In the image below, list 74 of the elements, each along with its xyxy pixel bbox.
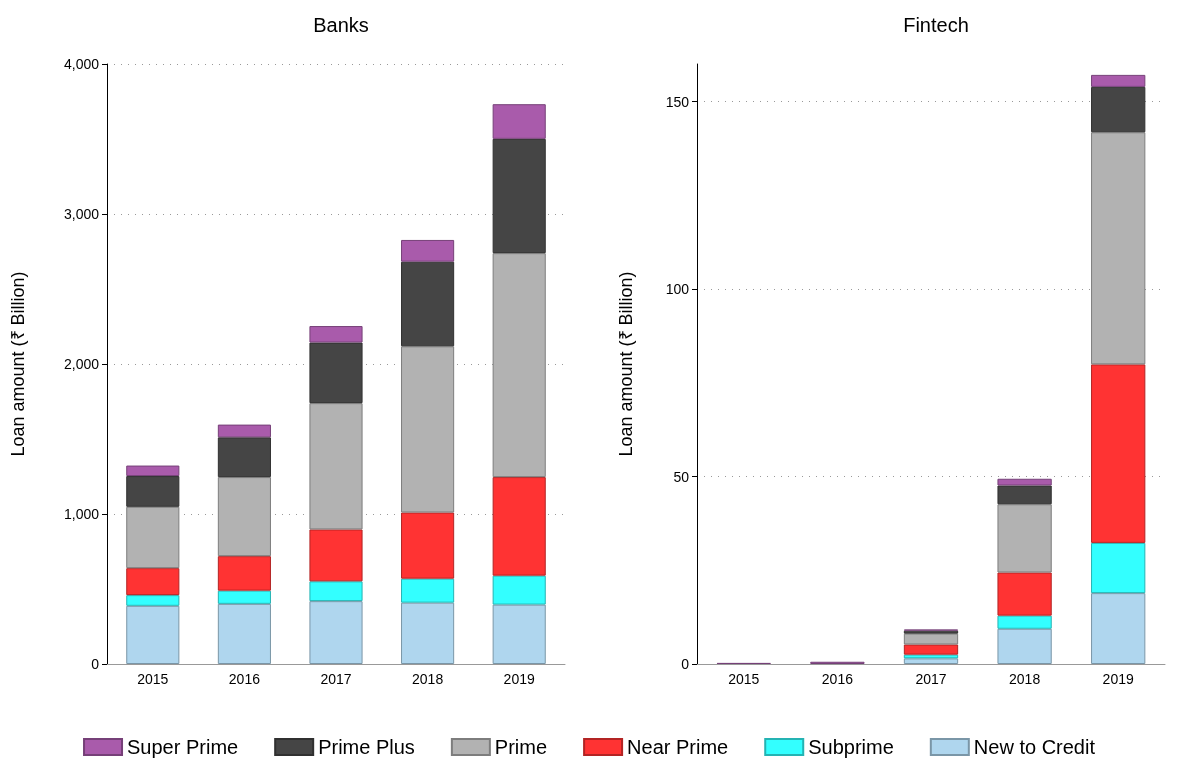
bar xyxy=(903,644,959,655)
chart-title: Banks xyxy=(313,14,369,36)
bar xyxy=(309,326,363,343)
y-tick-label: 1,000 xyxy=(63,506,100,522)
y-tick-label: 50 xyxy=(673,468,690,485)
y-tick-label: 4,000 xyxy=(63,56,100,72)
legend-label: Prime Plus xyxy=(318,736,415,758)
bar xyxy=(997,504,1052,573)
y-tick-label: 100 xyxy=(665,281,690,297)
bar xyxy=(309,403,363,530)
bar xyxy=(126,605,180,664)
bar xyxy=(1091,74,1146,87)
bar xyxy=(997,628,1052,664)
bar xyxy=(997,572,1052,616)
legend-label: Subprime xyxy=(808,736,894,758)
bar xyxy=(492,604,546,664)
bar xyxy=(401,602,455,664)
bar xyxy=(997,615,1052,629)
bar xyxy=(903,633,959,645)
y-tick-label: 3,000 xyxy=(63,206,100,222)
legend-label: New to Credit xyxy=(973,736,1096,758)
bar xyxy=(1091,132,1146,365)
bar xyxy=(126,595,180,606)
bar xyxy=(126,476,180,507)
y-tick-label: 0 xyxy=(91,656,100,672)
bar xyxy=(401,578,455,603)
bar xyxy=(126,568,180,596)
bar xyxy=(217,556,271,591)
bar xyxy=(309,342,363,404)
y-tick-label: 0 xyxy=(681,656,690,672)
y-axis-title: Loan amount (₹ Billion) xyxy=(616,271,636,457)
bar xyxy=(126,465,180,477)
bar xyxy=(1091,593,1146,664)
bar xyxy=(401,261,455,347)
bar xyxy=(903,654,959,659)
x-tick-label: 2017 xyxy=(320,671,352,687)
bar xyxy=(217,603,271,664)
bar xyxy=(492,253,546,478)
bar xyxy=(492,477,546,576)
x-tick-label: 2015 xyxy=(137,671,169,687)
bar xyxy=(401,239,455,262)
y-axis-title: Loan amount (₹ Billion) xyxy=(8,271,28,457)
bar xyxy=(997,485,1052,505)
bar xyxy=(126,506,180,569)
bar xyxy=(309,601,363,664)
legend-label: Near Prime xyxy=(627,736,729,758)
bar xyxy=(1091,364,1146,543)
bar xyxy=(309,529,363,582)
bar xyxy=(492,138,546,254)
bar xyxy=(217,424,271,438)
bar xyxy=(492,575,546,605)
bar xyxy=(401,512,455,579)
bar xyxy=(997,478,1052,486)
x-tick-label: 2015 xyxy=(728,671,760,687)
bar xyxy=(217,590,271,604)
bar xyxy=(492,104,546,139)
x-tick-label: 2018 xyxy=(1009,671,1041,687)
legend-label: Super Prime xyxy=(127,736,239,758)
bar xyxy=(309,581,363,602)
bar xyxy=(1091,86,1146,133)
bar xyxy=(1091,542,1146,594)
x-tick-label: 2017 xyxy=(915,671,947,687)
x-tick-label: 2016 xyxy=(821,671,854,687)
legend-label: Prime xyxy=(494,736,548,758)
x-tick-label: 2019 xyxy=(503,671,535,687)
x-tick-label: 2019 xyxy=(1102,671,1134,687)
x-tick-label: 2018 xyxy=(412,671,444,687)
bar xyxy=(217,477,271,557)
y-tick-label: 150 xyxy=(665,93,690,110)
bar xyxy=(217,437,271,478)
bar xyxy=(401,346,455,513)
y-tick-label: 2,000 xyxy=(63,356,100,372)
chart-title: Fintech xyxy=(903,14,969,36)
x-tick-label: 2016 xyxy=(228,671,261,687)
